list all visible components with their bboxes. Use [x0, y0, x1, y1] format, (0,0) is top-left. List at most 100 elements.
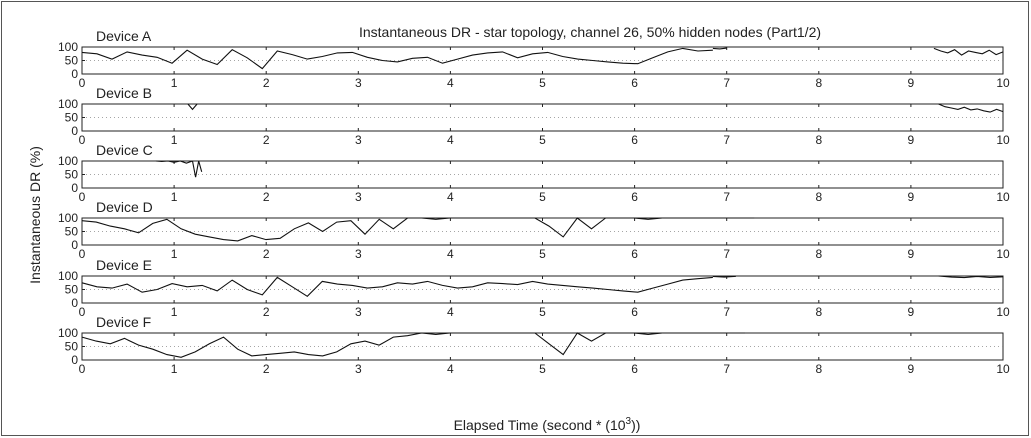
- x-tick-label: 7: [723, 190, 730, 204]
- y-tick-label: 100: [58, 97, 78, 111]
- x-tick-label: 6: [631, 76, 638, 90]
- series-line: [938, 275, 1004, 279]
- x-tick-label: 2: [263, 133, 270, 147]
- x-tick-label: 5: [539, 305, 546, 319]
- series-line: [187, 103, 198, 111]
- x-tick-label: 6: [631, 362, 638, 376]
- x-axis-label: Elapsed Time (second * (103)): [454, 416, 641, 433]
- x-tick-label: 9: [908, 247, 915, 261]
- series-line: [712, 275, 736, 278]
- x-tick-label: 5: [539, 247, 546, 261]
- x-tick-label: 10: [996, 190, 1010, 204]
- x-tick-label: 4: [447, 305, 454, 319]
- series-label: Device F: [96, 314, 151, 330]
- x-tick-label: 10: [996, 76, 1010, 90]
- x-tick-label: 4: [447, 362, 454, 376]
- x-tick-label: 10: [996, 362, 1010, 376]
- x-axis-label-sup: 3: [626, 416, 632, 427]
- x-tick-label: 1: [171, 190, 178, 204]
- x-tick-label: 6: [631, 247, 638, 261]
- x-tick-label: 5: [539, 190, 546, 204]
- x-tick-label: 9: [908, 362, 915, 376]
- x-tick-label: 2: [263, 190, 270, 204]
- x-tick-label: 7: [723, 247, 730, 261]
- y-tick-label: 50: [65, 340, 79, 354]
- x-tick-label: 4: [447, 133, 454, 147]
- x-tick-label: 5: [539, 133, 546, 147]
- x-tick-label: 0: [79, 247, 86, 261]
- y-tick-label: 0: [71, 238, 78, 252]
- series-line: [191, 160, 203, 178]
- series-label: Device B: [96, 85, 152, 101]
- y-tick-label: 50: [65, 168, 79, 182]
- y-tick-label: 0: [71, 67, 78, 81]
- x-tick-label: 9: [908, 305, 915, 319]
- x-tick-label: 5: [539, 362, 546, 376]
- x-tick-label: 4: [447, 247, 454, 261]
- x-tick-label: 2: [263, 362, 270, 376]
- x-tick-label: 2: [263, 305, 270, 319]
- x-tick-label: 10: [996, 133, 1010, 147]
- series-line: [712, 47, 727, 50]
- x-tick-label: 8: [815, 362, 822, 376]
- x-tick-label: 0: [79, 362, 86, 376]
- x-tick-label: 3: [355, 247, 362, 261]
- y-tick-label: 0: [71, 181, 78, 195]
- y-axis-label: Instantaneous DR (%): [27, 146, 43, 284]
- x-tick-label: 7: [723, 362, 730, 376]
- y-tick-label: 100: [58, 211, 78, 225]
- x-tick-label: 3: [355, 362, 362, 376]
- x-tick-label: 7: [723, 133, 730, 147]
- x-tick-label: 10: [996, 305, 1010, 319]
- x-tick-label: 3: [355, 76, 362, 90]
- x-tick-label: 6: [631, 133, 638, 147]
- x-tick-label: 9: [908, 76, 915, 90]
- x-tick-label: 1: [171, 133, 178, 147]
- series-label: Device E: [96, 257, 152, 273]
- x-tick-label: 0: [79, 133, 86, 147]
- x-tick-label: 8: [815, 305, 822, 319]
- x-tick-label: 8: [815, 247, 822, 261]
- chart-title: Instantaneous DR - star topology, channe…: [359, 24, 821, 40]
- y-tick-label: 100: [58, 269, 78, 283]
- series-label: Device A: [96, 28, 152, 44]
- series-line: [81, 332, 663, 358]
- x-tick-label: 1: [171, 305, 178, 319]
- series-line: [938, 103, 1004, 113]
- series-line: [933, 47, 1004, 56]
- x-tick-label: 10: [996, 247, 1010, 261]
- series-line: [81, 217, 663, 242]
- x-tick-label: 5: [539, 76, 546, 90]
- x-tick-label: 3: [355, 190, 362, 204]
- x-tick-label: 9: [908, 133, 915, 147]
- series-label: Device C: [96, 142, 153, 158]
- x-tick-label: 9: [908, 190, 915, 204]
- x-tick-label: 8: [815, 76, 822, 90]
- x-tick-label: 7: [723, 76, 730, 90]
- y-tick-label: 50: [65, 54, 79, 68]
- x-tick-label: 8: [815, 133, 822, 147]
- series-line: [81, 47, 713, 70]
- x-tick-label: 0: [79, 190, 86, 204]
- x-tick-label: 1: [171, 247, 178, 261]
- x-axis-label-end: )): [631, 417, 640, 433]
- x-tick-label: 7: [723, 305, 730, 319]
- x-tick-label: 8: [815, 190, 822, 204]
- x-tick-label: 2: [263, 76, 270, 90]
- y-tick-label: 50: [65, 283, 79, 297]
- y-tick-label: 0: [71, 296, 78, 310]
- y-tick-label: 100: [58, 326, 78, 340]
- x-tick-label: 0: [79, 305, 86, 319]
- x-tick-label: 4: [447, 76, 454, 90]
- series-line: [81, 276, 713, 297]
- y-tick-label: 100: [58, 40, 78, 54]
- series-line: [155, 160, 193, 164]
- x-tick-label: 1: [171, 362, 178, 376]
- x-tick-label: 3: [355, 133, 362, 147]
- x-tick-label: 3: [355, 305, 362, 319]
- series-label: Device D: [96, 199, 153, 215]
- x-tick-label: 6: [631, 190, 638, 204]
- x-tick-label: 1: [171, 76, 178, 90]
